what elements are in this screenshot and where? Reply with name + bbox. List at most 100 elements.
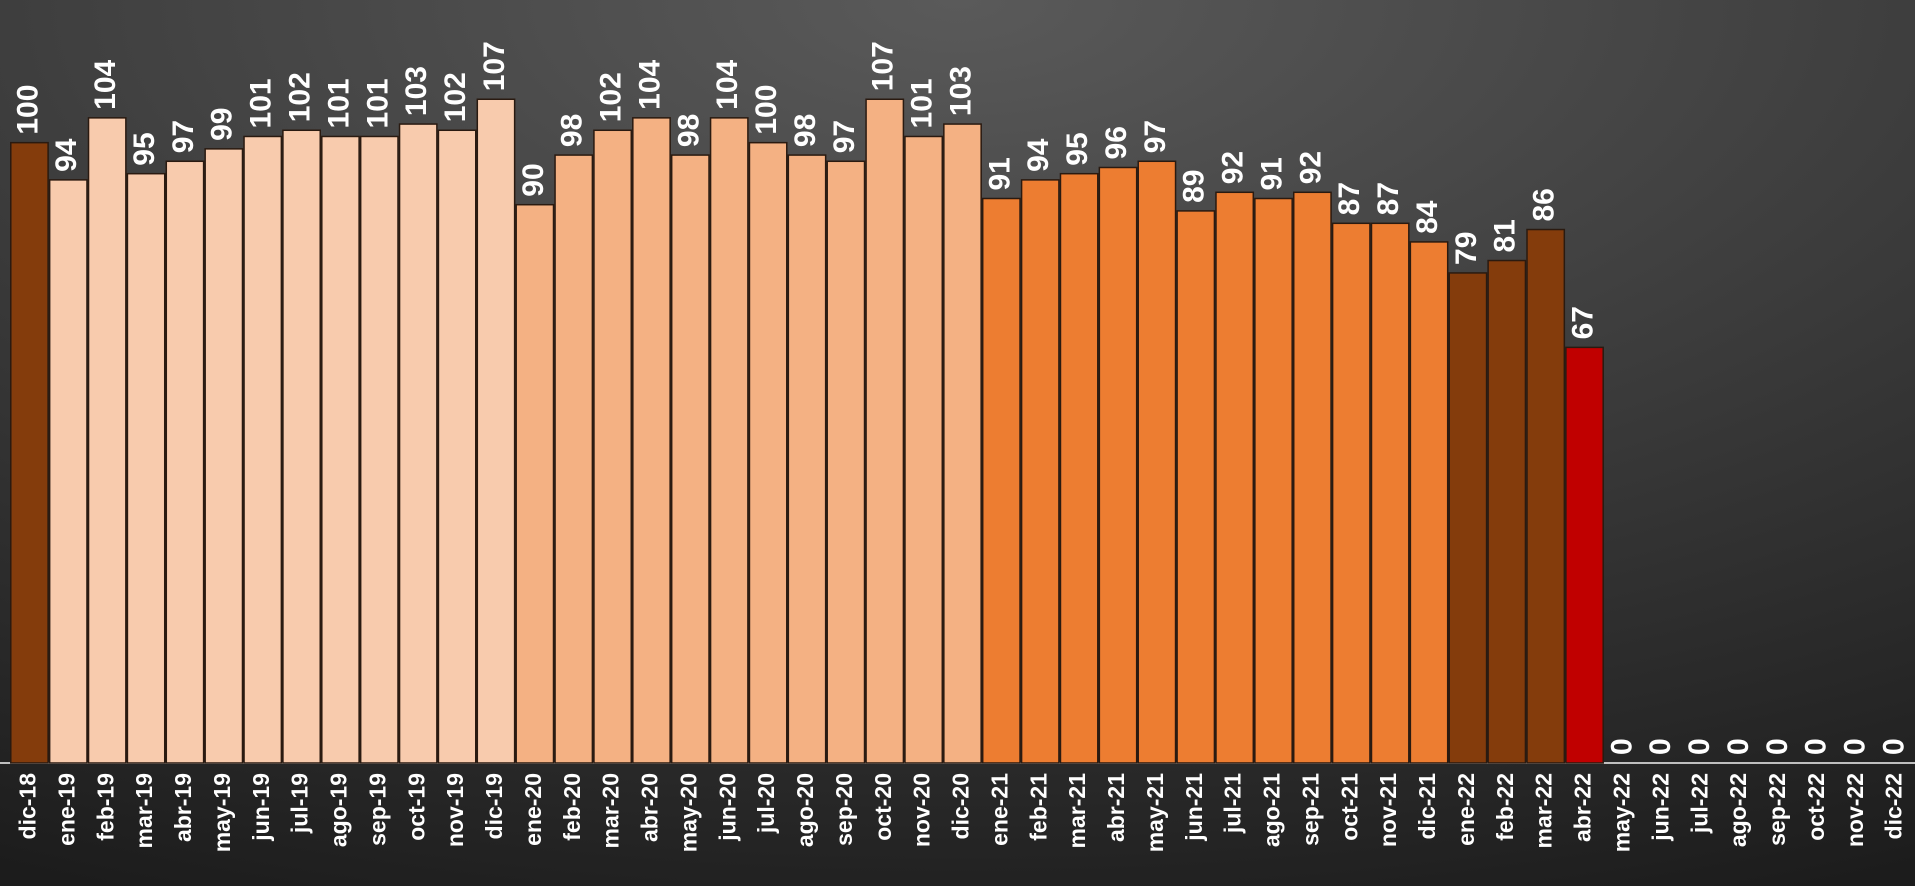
x-tick-label: ene-19 xyxy=(53,773,79,846)
value-label: 102 xyxy=(595,72,628,122)
value-label: 0 xyxy=(1605,738,1638,755)
value-label: 86 xyxy=(1528,188,1561,221)
value-label: 94 xyxy=(1022,138,1055,172)
bar xyxy=(1487,259,1527,764)
value-label: 0 xyxy=(1722,738,1755,755)
x-tick-label: jul-22 xyxy=(1686,773,1712,834)
value-label: 92 xyxy=(1294,151,1327,184)
value-label: 0 xyxy=(1800,738,1833,755)
x-tick-label: dic-21 xyxy=(1414,773,1440,840)
value-label: 94 xyxy=(50,138,83,172)
bar xyxy=(1331,222,1371,764)
bar xyxy=(1059,172,1099,764)
bar xyxy=(10,141,49,764)
value-label: 84 xyxy=(1411,200,1444,234)
bar xyxy=(321,135,360,764)
value-label: 95 xyxy=(128,132,161,165)
x-tick-label: sep-20 xyxy=(831,773,857,846)
bar xyxy=(981,197,1021,764)
x-tick-label: jul-19 xyxy=(287,773,313,834)
x-tick-label: ago-21 xyxy=(1259,773,1285,847)
x-tick-label: sep-22 xyxy=(1764,773,1790,846)
value-label: 91 xyxy=(1255,157,1288,190)
bar xyxy=(165,160,205,764)
x-tick-label: nov-19 xyxy=(442,773,468,847)
x-tick-label: nov-22 xyxy=(1842,773,1868,847)
x-tick-label: jul-20 xyxy=(753,773,779,834)
x-tick-label: jul-21 xyxy=(1220,773,1246,834)
value-label: 0 xyxy=(1877,738,1910,755)
value-label: 98 xyxy=(556,114,589,147)
x-tick-label: dic-20 xyxy=(948,773,974,839)
x-tick-label: nov-21 xyxy=(1375,773,1401,847)
bar xyxy=(865,98,905,764)
value-label: 87 xyxy=(1333,182,1366,215)
bar xyxy=(1448,272,1488,764)
value-label: 102 xyxy=(284,72,317,122)
x-tick-label: feb-21 xyxy=(1025,773,1051,841)
value-label: 103 xyxy=(944,66,977,116)
bar xyxy=(632,117,671,764)
bar xyxy=(748,141,788,764)
value-label: 101 xyxy=(322,78,355,128)
value-label: 0 xyxy=(1761,738,1794,755)
value-label: 100 xyxy=(11,85,44,135)
x-tick-label: may-20 xyxy=(675,773,701,852)
x-tick-label: may-22 xyxy=(1608,773,1634,852)
value-label: 97 xyxy=(1139,120,1172,153)
x-tick-label: jun-19 xyxy=(248,773,274,842)
value-label: 98 xyxy=(672,114,705,147)
x-tick-label: ene-21 xyxy=(986,773,1012,846)
x-tick-label: ene-20 xyxy=(520,773,546,846)
value-label: 97 xyxy=(828,120,861,153)
x-tick-label: mar-19 xyxy=(131,773,157,848)
x-tick-label: sep-19 xyxy=(364,773,390,846)
bar xyxy=(787,154,827,764)
x-tick-label: oct-22 xyxy=(1803,773,1829,841)
bar xyxy=(204,148,244,764)
bar xyxy=(593,129,633,764)
bar xyxy=(515,203,555,764)
value-label: 107 xyxy=(478,41,511,91)
x-tick-label: mar-22 xyxy=(1531,773,1557,848)
value-label: 104 xyxy=(711,59,744,109)
bar xyxy=(1526,228,1566,764)
value-label: 103 xyxy=(400,66,433,116)
bar xyxy=(1176,210,1216,764)
x-tick-label: feb-22 xyxy=(1492,773,1518,841)
x-tick-label: ene-22 xyxy=(1453,773,1479,846)
x-tick-label: dic-18 xyxy=(15,773,41,840)
x-tick-label: jun-22 xyxy=(1647,773,1673,842)
x-tick-label: abr-22 xyxy=(1570,773,1596,842)
bar xyxy=(1215,191,1255,764)
value-label: 104 xyxy=(633,59,666,109)
value-label: 96 xyxy=(1100,126,1133,159)
value-label: 92 xyxy=(1217,151,1250,184)
bar xyxy=(1292,191,1332,764)
value-label: 90 xyxy=(517,163,550,196)
bar xyxy=(1137,160,1177,764)
x-tick-label: ago-20 xyxy=(792,773,818,847)
value-label: 0 xyxy=(1839,738,1872,755)
bar xyxy=(1565,346,1604,764)
x-tick-label: oct-21 xyxy=(1336,773,1362,841)
x-tick-label: may-19 xyxy=(209,773,235,852)
bar xyxy=(476,98,516,764)
bar xyxy=(48,179,88,764)
value-label: 97 xyxy=(167,120,200,153)
value-label: 100 xyxy=(750,85,783,135)
x-tick-label: dic-19 xyxy=(481,773,507,839)
value-label: 0 xyxy=(1683,738,1716,755)
bar xyxy=(943,123,982,764)
value-label: 87 xyxy=(1372,182,1405,215)
value-label: 95 xyxy=(1061,132,1094,165)
bar xyxy=(554,154,594,764)
value-label: 67 xyxy=(1566,306,1599,339)
x-tick-label: jun-20 xyxy=(714,773,740,842)
x-tick-label: jun-21 xyxy=(1181,773,1207,842)
bar xyxy=(126,172,166,764)
x-tick-label: mar-21 xyxy=(1064,773,1090,849)
bar xyxy=(1098,166,1138,764)
value-label: 0 xyxy=(1644,738,1677,755)
